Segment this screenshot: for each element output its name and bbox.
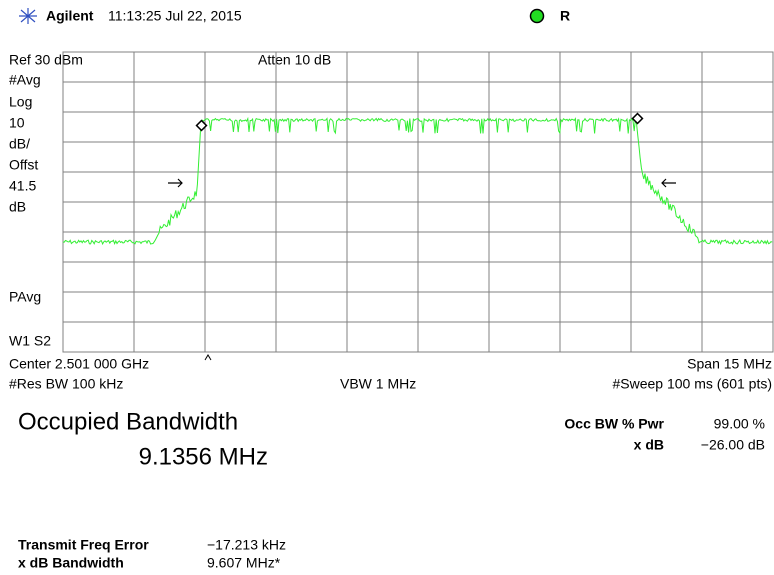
scale-label: dB/	[9, 136, 30, 152]
scale-label: Offst	[9, 157, 38, 173]
spectrum-trace	[62, 116, 773, 246]
status: R	[560, 8, 570, 24]
detail-label: Transmit Freq Error	[18, 537, 149, 553]
bandwidth-arrows	[168, 178, 676, 188]
scale-label: 10	[9, 115, 25, 131]
status-indicator	[529, 8, 545, 24]
result-value: 9.1356 MHz	[139, 443, 268, 470]
detail-value: −17.213 kHz	[207, 537, 286, 553]
scale-label: #Avg	[9, 72, 41, 88]
ref-level: Ref 30 dBm	[9, 52, 83, 68]
marker	[631, 112, 644, 125]
brand: Agilent	[46, 8, 94, 24]
graticule	[63, 52, 773, 352]
occ-value: 99.00 %	[714, 416, 765, 432]
detail-value: 9.607 MHz*	[207, 555, 281, 571]
pavg: PAvg	[9, 289, 41, 305]
xdb-label: x dB	[634, 437, 664, 453]
timestamp: 11:13:25 Jul 22, 2015	[108, 8, 242, 24]
marker	[195, 119, 208, 132]
attenuation: Atten 10 dB	[258, 52, 331, 68]
occ-label: Occ BW % Pwr	[564, 416, 664, 432]
trace-mode: W1 S2	[9, 333, 51, 349]
result-title: Occupied Bandwidth	[18, 408, 238, 435]
scale-label: 41.5	[9, 178, 36, 194]
left-labels: #Avg Log 10 dB/Offst 41.5 dB	[9, 72, 41, 215]
center-caret	[204, 354, 212, 361]
logo	[19, 8, 37, 24]
xdb-value: −26.00 dB	[701, 437, 765, 453]
sweep: #Sweep 100 ms (601 pts)	[612, 376, 772, 392]
res-bw: #Res BW 100 kHz	[9, 376, 123, 392]
scale-label: dB	[9, 199, 26, 215]
scale-label: Log	[9, 94, 32, 110]
span: Span 15 MHz	[687, 356, 772, 372]
vbw: VBW 1 MHz	[340, 376, 416, 392]
center-freq: Center 2.501 000 GHz	[9, 356, 149, 372]
detail-label: x dB Bandwidth	[18, 555, 124, 571]
